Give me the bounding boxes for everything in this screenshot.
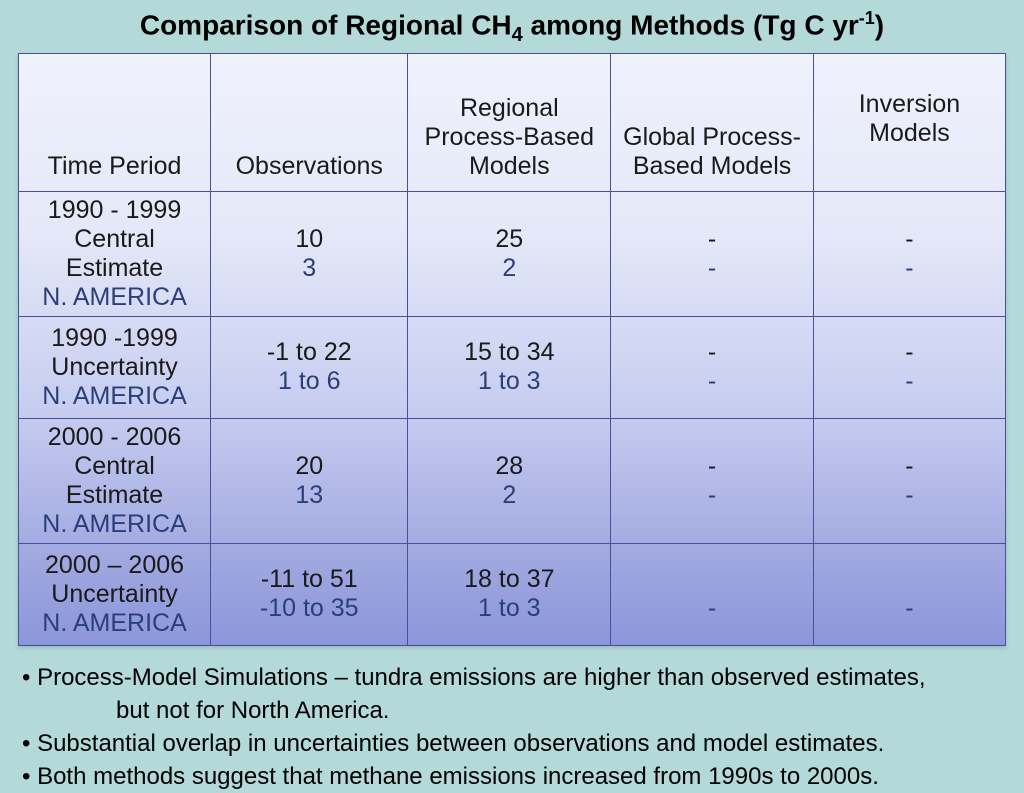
cell-value: 10	[217, 225, 401, 254]
bullet-3: • Both methods suggest that methane emis…	[22, 761, 1006, 792]
cell-na-value: -	[820, 254, 999, 283]
row-metric: Central Estimate	[25, 452, 204, 510]
table-cell: 103	[211, 191, 408, 316]
table-cell: --	[611, 316, 814, 418]
row-label: 2000 – 2006UncertaintyN. AMERICA	[19, 543, 211, 645]
bullet-2: • Substantial overlap in uncertainties b…	[22, 728, 1006, 759]
title-mid: among Methods (Tg C yr	[523, 9, 859, 40]
table-header-row: Time Period Observations Regional Proces…	[19, 53, 1006, 191]
table-cell: -11 to 51-10 to 35	[211, 543, 408, 645]
page-title: Comparison of Regional CH4 among Methods…	[18, 8, 1006, 47]
table-cell: -	[813, 543, 1005, 645]
col-inversion-models: Inversion Models	[813, 53, 1005, 191]
table-row: 2000 - 2006Central EstimateN. AMERICA201…	[19, 418, 1006, 543]
cell-value: -	[820, 452, 999, 481]
cell-value: -11 to 51	[217, 565, 401, 594]
table-cell: --	[611, 418, 814, 543]
row-period: 2000 – 2006	[25, 551, 204, 580]
table-body: 1990 - 1999Central EstimateN. AMERICA103…	[19, 191, 1006, 645]
table-cell: -1 to 221 to 6	[211, 316, 408, 418]
cell-na-value: 13	[217, 481, 401, 510]
cell-value: -	[820, 338, 999, 367]
table-cell: --	[813, 191, 1005, 316]
row-region: N. AMERICA	[25, 382, 204, 411]
cell-na-value: -	[617, 481, 807, 510]
cell-na-value: -	[617, 367, 807, 396]
col-observations: Observations	[211, 53, 408, 191]
table-cell: 15 to 341 to 3	[408, 316, 611, 418]
title-post: )	[875, 9, 884, 40]
cell-na-value: -	[820, 367, 999, 396]
cell-na-value: -	[617, 594, 807, 623]
cell-value: 28	[414, 452, 604, 481]
table-row: 1990 -1999UncertaintyN. AMERICA-1 to 221…	[19, 316, 1006, 418]
col-global-models: Global Process-Based Models	[611, 53, 814, 191]
bullet-notes: • Process-Model Simulations – tundra emi…	[18, 662, 1006, 793]
row-label: 1990 -1999UncertaintyN. AMERICA	[19, 316, 211, 418]
table-cell: --	[813, 418, 1005, 543]
cell-na-value: 3	[217, 254, 401, 283]
cell-value: 25	[414, 225, 604, 254]
table-cell: -	[611, 543, 814, 645]
cell-na-value: 1 to 3	[414, 367, 604, 396]
cell-value	[617, 565, 807, 594]
cell-na-value: -	[820, 594, 999, 623]
row-metric: Central Estimate	[25, 225, 204, 283]
table-cell: --	[813, 316, 1005, 418]
table-cell: 252	[408, 191, 611, 316]
cell-na-value: 1 to 3	[414, 594, 604, 623]
cell-value: 18 to 37	[414, 565, 604, 594]
bullet-1b: but not for North America.	[22, 695, 1006, 726]
table-cell: --	[611, 191, 814, 316]
cell-value: -	[617, 338, 807, 367]
cell-na-value: -	[617, 254, 807, 283]
title-pre: Comparison of Regional CH	[140, 9, 512, 40]
cell-value: -1 to 22	[217, 338, 401, 367]
cell-value: 20	[217, 452, 401, 481]
row-label: 2000 - 2006Central EstimateN. AMERICA	[19, 418, 211, 543]
cell-na-value: -	[820, 481, 999, 510]
comparison-table: Time Period Observations Regional Proces…	[18, 53, 1006, 646]
row-label: 1990 - 1999Central EstimateN. AMERICA	[19, 191, 211, 316]
table-cell: 18 to 371 to 3	[408, 543, 611, 645]
row-metric: Uncertainty	[25, 580, 204, 609]
table-cell: 282	[408, 418, 611, 543]
row-period: 1990 - 1999	[25, 196, 204, 225]
cell-value: 15 to 34	[414, 338, 604, 367]
cell-na-value: 2	[414, 481, 604, 510]
row-region: N. AMERICA	[25, 609, 204, 638]
col-time-period: Time Period	[19, 53, 211, 191]
row-metric: Uncertainty	[25, 353, 204, 382]
cell-na-value: 2	[414, 254, 604, 283]
cell-value	[820, 565, 999, 594]
cell-value: -	[617, 452, 807, 481]
bullet-1a: • Process-Model Simulations – tundra emi…	[22, 662, 1006, 693]
cell-value: -	[820, 225, 999, 254]
title-sub: 4	[512, 24, 523, 46]
col-regional-models: Regional Process-Based Models	[408, 53, 611, 191]
table-cell: 2013	[211, 418, 408, 543]
table-row: 1990 - 1999Central EstimateN. AMERICA103…	[19, 191, 1006, 316]
row-region: N. AMERICA	[25, 510, 204, 539]
row-period: 2000 - 2006	[25, 423, 204, 452]
cell-na-value: -10 to 35	[217, 594, 401, 623]
title-sup: -1	[859, 8, 875, 28]
cell-value: -	[617, 225, 807, 254]
row-region: N. AMERICA	[25, 283, 204, 312]
table-row: 2000 – 2006UncertaintyN. AMERICA-11 to 5…	[19, 543, 1006, 645]
row-period: 1990 -1999	[25, 324, 204, 353]
cell-na-value: 1 to 6	[217, 367, 401, 396]
